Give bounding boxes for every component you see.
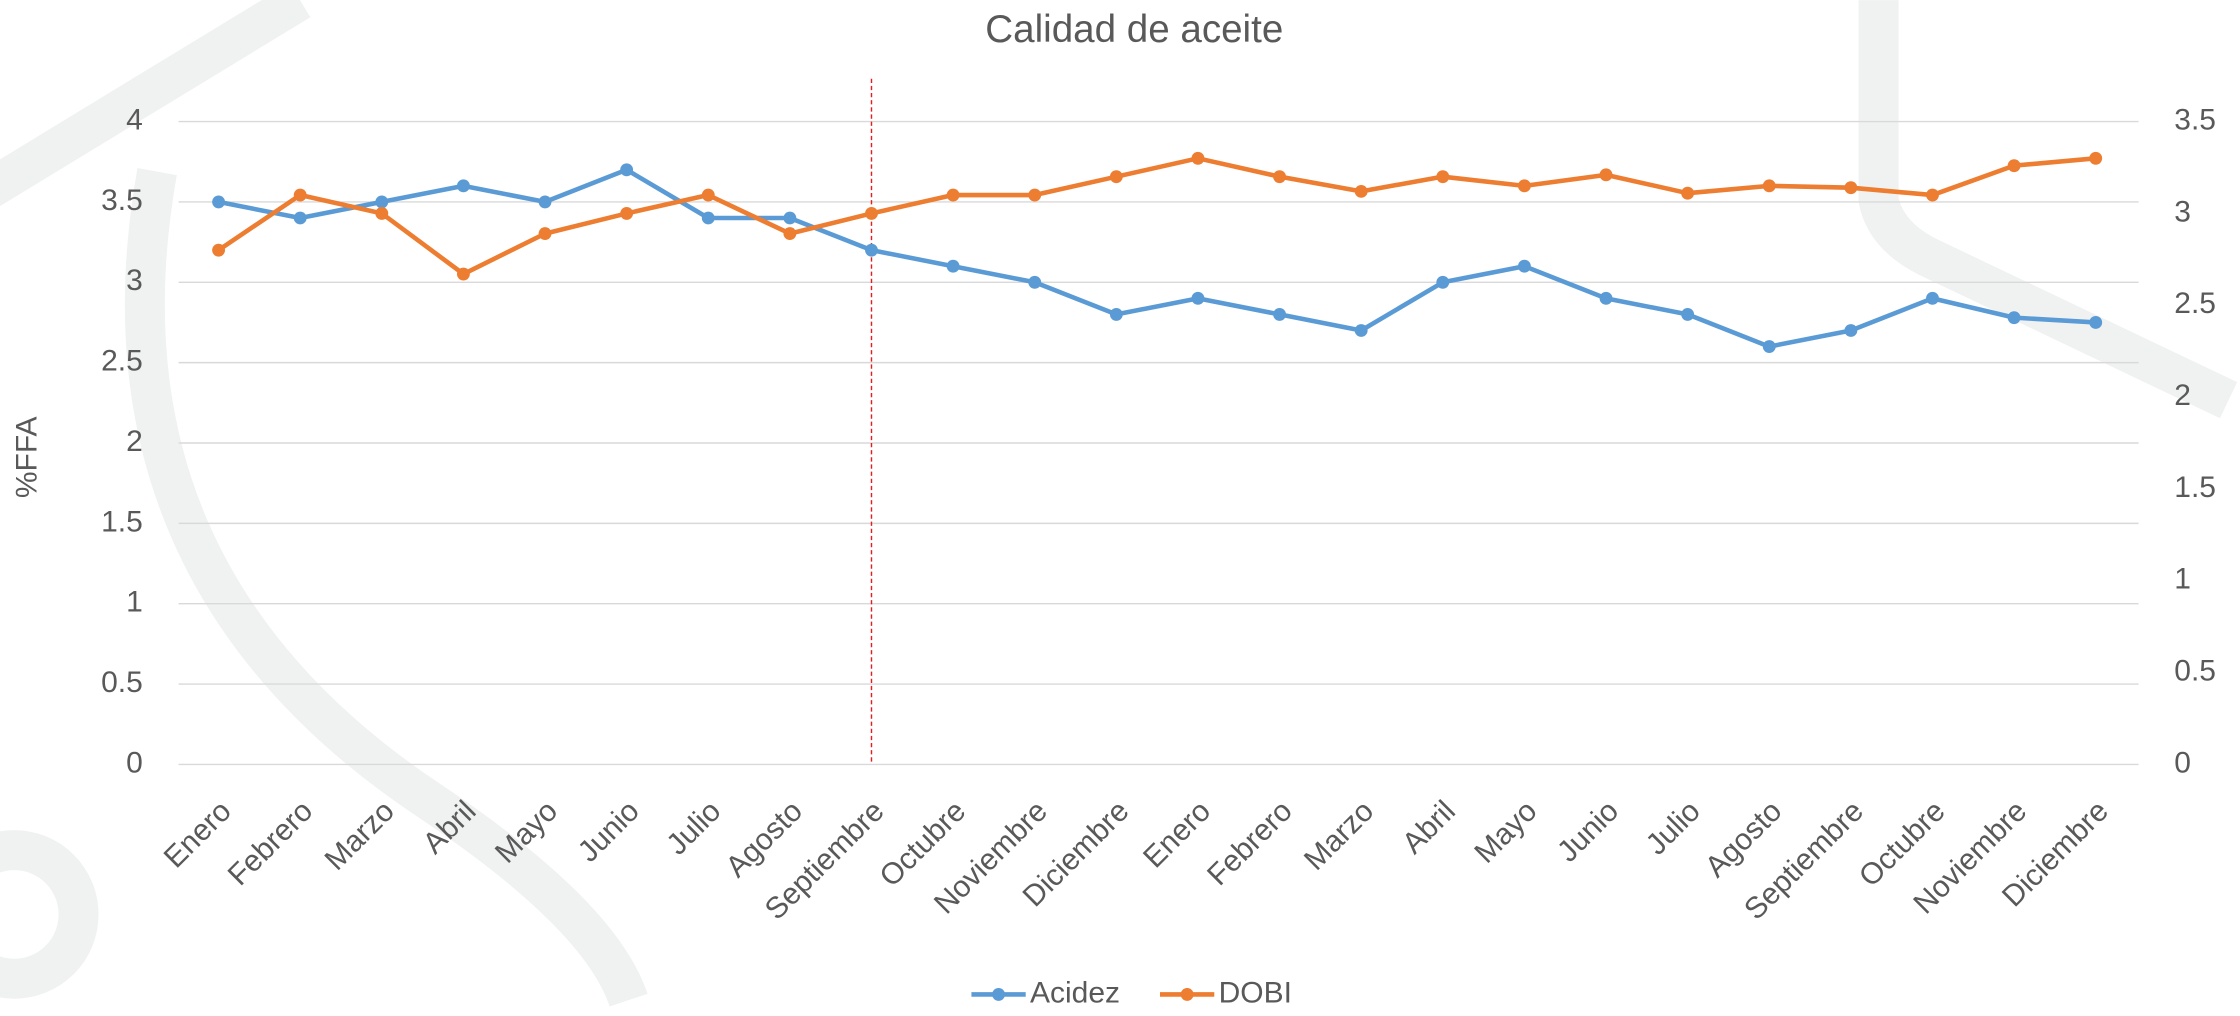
data-point xyxy=(1681,186,1695,200)
data-point xyxy=(2089,316,2103,329)
data-point xyxy=(1354,184,1368,198)
data-point xyxy=(620,206,634,220)
data-point xyxy=(2007,159,2021,173)
legend-label: Acidez xyxy=(1030,976,1120,1009)
data-point xyxy=(293,188,307,202)
data-point xyxy=(1517,179,1531,193)
x-tick-label: Enero xyxy=(1137,795,1217,875)
data-point xyxy=(1273,308,1286,321)
x-tick-label: Julio xyxy=(1640,795,1707,862)
y-tick-label: 3.5 xyxy=(101,184,143,217)
legend-marker xyxy=(992,988,1005,1001)
series-line xyxy=(217,156,2096,277)
data-point xyxy=(1681,308,1695,321)
y-tick-label: 3 xyxy=(126,264,143,297)
data-point xyxy=(293,211,307,225)
data-point xyxy=(946,188,960,202)
data-point xyxy=(620,163,634,177)
data-point xyxy=(783,227,797,241)
data-point xyxy=(2089,151,2103,165)
chart-title: Calidad de aceite xyxy=(985,8,1283,51)
data-point xyxy=(1844,181,1858,195)
data-point xyxy=(783,211,797,225)
y-tick-label: 1 xyxy=(126,586,143,619)
y-tick-label: 1.5 xyxy=(101,505,143,538)
y2-tick-label: 1 xyxy=(2174,563,2191,596)
data-point xyxy=(1273,170,1286,184)
data-point xyxy=(375,206,389,220)
x-tick-label: Enero xyxy=(158,795,238,875)
legend-marker xyxy=(1180,988,1194,1001)
y2-tick-label: 0.5 xyxy=(2174,655,2216,688)
series-line xyxy=(218,167,2096,349)
x-tick-label: Marzo xyxy=(1298,795,1380,877)
data-point xyxy=(1191,151,1205,165)
data-point xyxy=(538,227,552,241)
x-tick-label: Julio xyxy=(660,795,727,862)
data-point xyxy=(946,259,960,273)
y2-tick-label: 2.5 xyxy=(2174,287,2216,320)
data-point xyxy=(1844,324,1858,337)
data-point xyxy=(1517,259,1531,273)
x-tick-label: Junio xyxy=(1551,795,1625,869)
y2-tick-label: 1.5 xyxy=(2174,471,2216,504)
data-point xyxy=(701,188,715,202)
x-tick-label: Febrero xyxy=(222,795,320,893)
data-point xyxy=(1028,188,1042,202)
y-tick-label: 0 xyxy=(126,746,143,779)
y2-tick-label: 2 xyxy=(2174,379,2191,412)
x-tick-label: Junio xyxy=(572,795,646,869)
x-tick-label: Marzo xyxy=(319,795,401,877)
watermark-shape xyxy=(0,0,311,207)
data-point xyxy=(1436,275,1450,289)
data-point xyxy=(1762,179,1776,193)
data-point xyxy=(375,195,389,209)
y-tick-label: 4 xyxy=(126,103,143,136)
x-tick-label: Mayo xyxy=(1468,795,1543,870)
data-point xyxy=(212,195,225,209)
y-tick-label: 2.5 xyxy=(101,345,143,378)
data-point xyxy=(1926,291,1939,305)
data-point xyxy=(1762,340,1776,353)
y2-tick-label: 0 xyxy=(2174,746,2191,779)
watermark-shape xyxy=(0,830,99,999)
data-point xyxy=(1028,275,1042,289)
y2-tick-label: 3 xyxy=(2174,195,2191,228)
data-point xyxy=(1109,308,1123,321)
data-point xyxy=(1354,324,1368,337)
data-point xyxy=(1599,168,1613,182)
legend-label: DOBI xyxy=(1219,976,1292,1009)
data-point xyxy=(212,243,225,257)
watermark-shape xyxy=(124,168,648,1008)
y-tick-label: 2 xyxy=(126,425,143,458)
data-point xyxy=(456,267,470,281)
y2-tick-label: 3.5 xyxy=(2174,103,2216,136)
data-point xyxy=(2007,311,2021,325)
x-tick-label: Abril xyxy=(1396,795,1462,861)
data-point xyxy=(1191,291,1205,305)
data-point xyxy=(1926,188,1939,202)
data-point xyxy=(456,179,470,193)
data-point xyxy=(538,195,552,209)
data-point xyxy=(1436,170,1450,184)
data-point xyxy=(865,206,878,220)
y-tick-label: 0.5 xyxy=(101,666,143,699)
x-tick-label: Febrero xyxy=(1201,795,1299,893)
y-axis-label: %FFA xyxy=(10,416,43,498)
data-point xyxy=(1599,291,1613,305)
data-point xyxy=(701,211,715,225)
data-point xyxy=(1109,170,1123,184)
data-point xyxy=(865,243,878,257)
